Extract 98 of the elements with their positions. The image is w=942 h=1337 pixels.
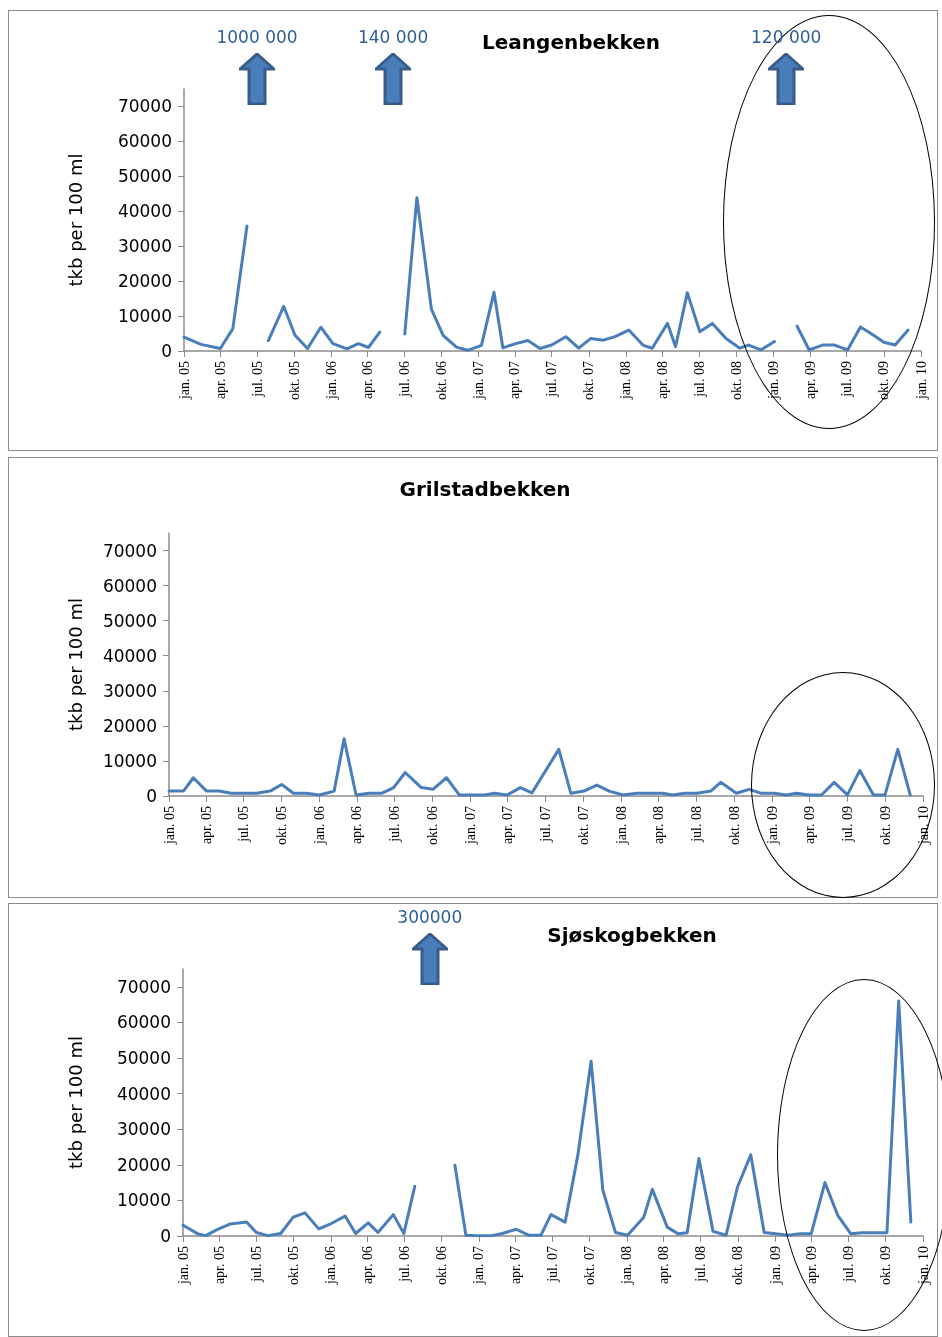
x-tick-label: apr. 07 xyxy=(500,806,516,845)
y-tick-label: 10000 xyxy=(117,306,172,327)
x-tick-label: apr. 05 xyxy=(198,806,214,845)
x-tick-label: apr. 06 xyxy=(349,806,365,845)
x-tick-label: apr. 07 xyxy=(507,1246,523,1285)
x-tick-label: jan. 07 xyxy=(462,806,478,846)
y-tick-label: 10000 xyxy=(102,750,157,771)
text: 120 000 xyxy=(751,27,822,47)
y-axis-title: tkb per 100 ml xyxy=(64,598,86,731)
text: 140 000 xyxy=(357,27,429,47)
x-tick-label: okt. 07 xyxy=(581,361,597,400)
x-tick-label: jul. 07 xyxy=(537,806,553,843)
x-tick-label: jan. 06 xyxy=(312,806,328,846)
x-tick-label: jul. 06 xyxy=(396,361,412,398)
x-tick-label: apr. 08 xyxy=(651,806,667,845)
x-tick-label: jan. 06 xyxy=(323,361,339,401)
x-tick-label: okt. 06 xyxy=(434,361,450,400)
x-tick-label: okt. 09 xyxy=(878,1246,894,1285)
y-axis-title: tkb per 100 ml xyxy=(64,1036,86,1169)
y-tick-label: 70000 xyxy=(116,976,171,997)
x-tick-label: jul. 08 xyxy=(691,361,707,398)
x-tick-label: jul. 07 xyxy=(544,361,560,398)
x-tick-label: okt. 08 xyxy=(730,1246,746,1285)
text: 1000 000 xyxy=(216,27,298,47)
chart-title: Sjøskogbekken xyxy=(547,923,717,947)
chart-title: Grilstadbekken xyxy=(399,477,571,501)
x-tick-label: jul. 06 xyxy=(386,806,402,843)
x-tick-label: jul. 05 xyxy=(249,361,265,398)
chart-title: Leangenbekken xyxy=(482,30,660,54)
y-tick-label: 30000 xyxy=(117,236,172,257)
x-tick-label: jan. 10 xyxy=(915,806,931,846)
y-tick-label: 20000 xyxy=(102,715,157,736)
x-tick-label: jan. 08 xyxy=(619,1246,635,1286)
x-tick-label: apr. 09 xyxy=(804,1246,820,1285)
x-tick-label: apr. 08 xyxy=(656,1246,672,1285)
x-tick-label: jul. 08 xyxy=(688,806,704,843)
y-tick-label: 70000 xyxy=(117,96,172,117)
x-tick-label: apr. 06 xyxy=(360,361,376,400)
x-tick-label: jul. 05 xyxy=(248,1246,264,1283)
y-tick-label: 20000 xyxy=(116,1154,171,1175)
y-tick-label: 50000 xyxy=(116,1048,171,1068)
x-tick-label: jan. 07 xyxy=(471,1246,487,1286)
y-tick-label: 60000 xyxy=(116,1012,171,1033)
x-tick-label: jan. 05 xyxy=(176,361,192,401)
y-tick-label: 60000 xyxy=(102,575,157,596)
x-tick-label: apr. 05 xyxy=(211,1246,227,1285)
x-tick-label: jan. 06 xyxy=(323,1246,339,1286)
x-tick-label: jan. 09 xyxy=(767,1246,783,1286)
x-tick-label: okt. 09 xyxy=(876,361,892,400)
x-tick-label: okt. 05 xyxy=(286,361,302,400)
x-tick-label: okt. 08 xyxy=(729,361,745,400)
y-tick-label: 30000 xyxy=(116,1119,171,1140)
y-tick-label: 40000 xyxy=(102,645,157,666)
x-tick-label: jul. 09 xyxy=(840,1246,856,1283)
x-tick-label: jan. 08 xyxy=(613,806,629,846)
y-tick-label: 0 xyxy=(160,1226,171,1246)
x-tick-label: apr. 07 xyxy=(507,361,523,400)
x-tick-label: jul. 08 xyxy=(693,1246,709,1283)
y-tick-label: 10000 xyxy=(116,1190,171,1211)
y-tick-label: 20000 xyxy=(117,271,172,292)
x-tick-label: apr. 09 xyxy=(802,361,818,400)
x-tick-label: jan. 09 xyxy=(766,361,782,401)
y-tick-label: 0 xyxy=(161,341,172,361)
x-tick-label: apr. 08 xyxy=(655,361,671,400)
text: 300000 xyxy=(397,907,463,927)
x-tick-label: okt. 09 xyxy=(877,806,893,845)
x-tick-label: jul. 05 xyxy=(236,806,252,843)
y-tick-label: 40000 xyxy=(117,201,172,222)
x-tick-label: okt. 05 xyxy=(286,1246,302,1285)
x-tick-label: jul. 06 xyxy=(396,1246,412,1283)
x-tick-label: okt. 07 xyxy=(581,1246,597,1285)
x-tick-label: okt. 06 xyxy=(434,1246,450,1285)
x-tick-label: okt. 06 xyxy=(424,806,440,845)
y-tick-label: 30000 xyxy=(102,680,157,701)
x-tick-label: apr. 05 xyxy=(212,361,228,400)
x-tick-label: jan. 10 xyxy=(915,1246,931,1286)
y-tick-label: 50000 xyxy=(102,610,157,631)
y-tick-label: 70000 xyxy=(102,540,157,561)
x-tick-label: jul. 09 xyxy=(839,806,855,843)
x-tick-label: jan. 05 xyxy=(175,1246,191,1286)
y-tick-label: 40000 xyxy=(116,1083,171,1104)
x-tick-label: jul. 09 xyxy=(839,361,855,398)
x-tick-label: jan. 10 xyxy=(913,361,929,401)
y-tick-label: 0 xyxy=(146,786,157,806)
x-tick-label: jan. 05 xyxy=(161,806,177,846)
x-tick-label: okt. 07 xyxy=(575,806,591,845)
x-tick-label: jan. 09 xyxy=(764,806,780,846)
x-tick-label: jan. 08 xyxy=(618,361,634,401)
x-tick-label: okt. 05 xyxy=(274,806,290,845)
line-series xyxy=(167,737,912,797)
x-tick-label: jan. 07 xyxy=(471,361,487,401)
x-tick-label: jul. 07 xyxy=(544,1246,560,1283)
y-tick-label: 50000 xyxy=(117,166,172,187)
y-axis-title: tkb per 100 ml xyxy=(64,153,86,287)
y-tick-label: 60000 xyxy=(117,131,172,152)
x-tick-label: apr. 06 xyxy=(359,1246,375,1285)
x-tick-label: okt. 08 xyxy=(726,806,742,845)
x-tick-label: apr. 09 xyxy=(801,806,817,845)
